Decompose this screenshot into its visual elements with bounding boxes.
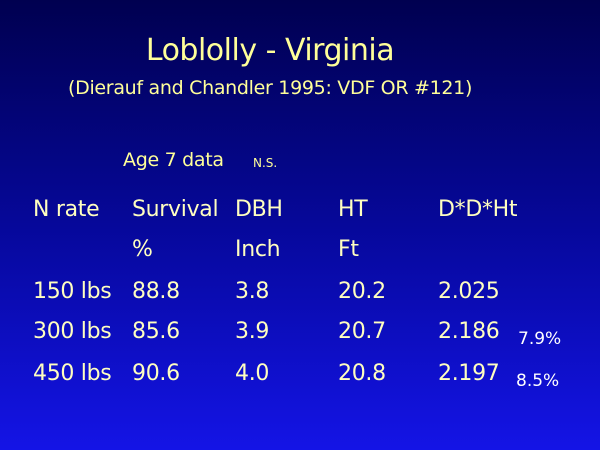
subtitle: (Dierauf and Chandler 1995: VDF OR #121) (68, 77, 473, 99)
table-cell: 3.8 (235, 279, 270, 304)
column-header: N rate (33, 197, 100, 222)
table-cell: 3.9 (235, 319, 270, 344)
unit-label: Ft (338, 237, 359, 262)
unit-label: Inch (235, 237, 281, 262)
table-cell: 2.186 (438, 319, 500, 344)
note: Age 7 data (123, 149, 224, 171)
column-header: D*D*Ht (438, 197, 518, 222)
table-cell: 2.025 (438, 279, 500, 304)
column-header: HT (338, 197, 368, 222)
title: Loblolly - Virginia (145, 33, 395, 68)
table-cell: 85.6 (132, 319, 180, 344)
table-cell: 450 lbs (33, 361, 112, 386)
percent-change: 8.5% (516, 371, 560, 391)
table-cell: 88.8 (132, 279, 180, 304)
percent-change: 7.9% (518, 329, 562, 349)
table-cell: 150 lbs (33, 279, 112, 304)
unit-label: % (132, 237, 153, 262)
table-cell: 300 lbs (33, 319, 112, 344)
table-cell: 90.6 (132, 361, 180, 386)
column-header: Survival (132, 197, 219, 222)
significance: N.S. (253, 156, 278, 170)
table-cell: 20.2 (338, 279, 386, 304)
table-cell: 20.7 (338, 319, 386, 344)
table-cell: 20.8 (338, 361, 386, 386)
column-header: DBH (235, 197, 283, 222)
table-cell: 4.0 (235, 361, 270, 386)
table-cell: 2.197 (438, 361, 500, 386)
